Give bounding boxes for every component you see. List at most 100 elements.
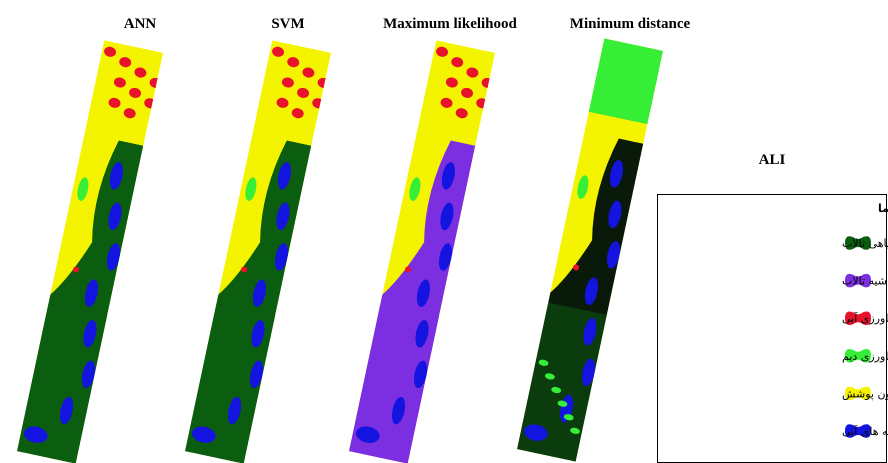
patch xyxy=(440,97,453,108)
patch xyxy=(608,200,622,229)
patch xyxy=(251,320,265,348)
patch xyxy=(623,106,636,117)
legend-label: پوشش های گیاهی تالاب xyxy=(842,237,888,250)
patch xyxy=(73,266,80,273)
patch xyxy=(241,266,248,273)
patch xyxy=(570,427,581,434)
sensor-label: ALI xyxy=(759,152,786,168)
patch xyxy=(276,202,290,231)
patch xyxy=(445,77,458,88)
patch xyxy=(123,108,136,119)
legend-box xyxy=(657,194,887,463)
patch xyxy=(81,360,96,389)
patch xyxy=(413,360,428,389)
patch xyxy=(455,108,468,119)
panel-title: SVM xyxy=(271,16,304,32)
patch xyxy=(245,177,257,201)
region xyxy=(88,40,164,127)
patch xyxy=(59,396,74,425)
patch xyxy=(297,87,310,98)
legend-label: اراضی کشاورزی دیم xyxy=(842,350,888,363)
patch xyxy=(581,358,596,387)
patch xyxy=(281,77,294,88)
legend-swatch xyxy=(845,236,871,250)
patch xyxy=(134,67,147,78)
patch xyxy=(108,202,122,231)
patch xyxy=(436,46,449,57)
panel-title: Maximum likelihood xyxy=(383,16,517,32)
patch xyxy=(405,266,412,273)
patch xyxy=(415,320,429,348)
patch xyxy=(563,414,574,421)
patch xyxy=(538,359,549,366)
patch xyxy=(551,386,562,394)
patch xyxy=(106,243,121,271)
patch xyxy=(606,241,621,269)
classified-image xyxy=(348,40,496,463)
patch xyxy=(84,279,99,307)
patch xyxy=(83,320,97,348)
patch xyxy=(438,243,453,271)
patch xyxy=(302,67,315,78)
patch xyxy=(276,97,289,108)
patch xyxy=(191,426,216,443)
patch xyxy=(252,279,267,307)
legend-swatch xyxy=(845,273,871,288)
patch xyxy=(584,277,599,305)
patch xyxy=(544,373,555,380)
patch xyxy=(291,108,304,119)
patch xyxy=(451,57,464,68)
patch xyxy=(274,243,289,271)
patch xyxy=(108,97,121,108)
patch xyxy=(109,162,123,190)
legend-label: پهنه های آبی xyxy=(842,424,888,438)
patch xyxy=(604,44,617,55)
patch xyxy=(104,46,117,57)
patch xyxy=(277,162,291,190)
patch xyxy=(272,46,285,57)
patch xyxy=(461,87,474,98)
panel-title: ANN xyxy=(124,16,157,32)
patch xyxy=(577,175,589,199)
legend-swatch xyxy=(845,349,871,363)
patch xyxy=(129,87,142,98)
patch xyxy=(573,264,580,271)
classified-image xyxy=(516,38,664,462)
patch xyxy=(249,360,264,389)
region xyxy=(420,40,496,127)
patch xyxy=(466,67,479,78)
classified-image xyxy=(184,40,332,463)
classified-image xyxy=(16,40,164,463)
patch xyxy=(629,85,642,96)
legend-swatch xyxy=(845,424,871,438)
patch xyxy=(77,177,89,201)
patch xyxy=(523,424,548,441)
patch xyxy=(441,162,455,190)
legend-title: راهنما xyxy=(878,202,888,215)
legend-label: پوشش های گیاهی حاشیه تالاب xyxy=(842,275,888,288)
panel-title: Minimum distance xyxy=(570,16,691,32)
patch xyxy=(440,202,454,231)
patch xyxy=(287,57,300,68)
patch xyxy=(613,75,626,86)
patch xyxy=(119,57,132,68)
patch xyxy=(113,77,126,88)
patch xyxy=(619,55,632,66)
legend-swatch xyxy=(845,386,871,401)
patch xyxy=(391,396,406,425)
legend-label: اراضی کشاورزی آبی xyxy=(842,311,888,325)
legend-swatch xyxy=(845,311,871,325)
patch xyxy=(583,318,597,346)
region xyxy=(256,40,332,127)
patch xyxy=(409,177,421,201)
patch xyxy=(634,65,647,76)
patch xyxy=(416,279,431,307)
patch xyxy=(608,95,621,106)
patch xyxy=(23,426,48,443)
patch xyxy=(227,396,242,425)
patch xyxy=(557,400,568,407)
patch xyxy=(609,160,623,188)
legend-label: خاک بدون پوشش xyxy=(842,387,888,400)
region xyxy=(588,38,664,125)
